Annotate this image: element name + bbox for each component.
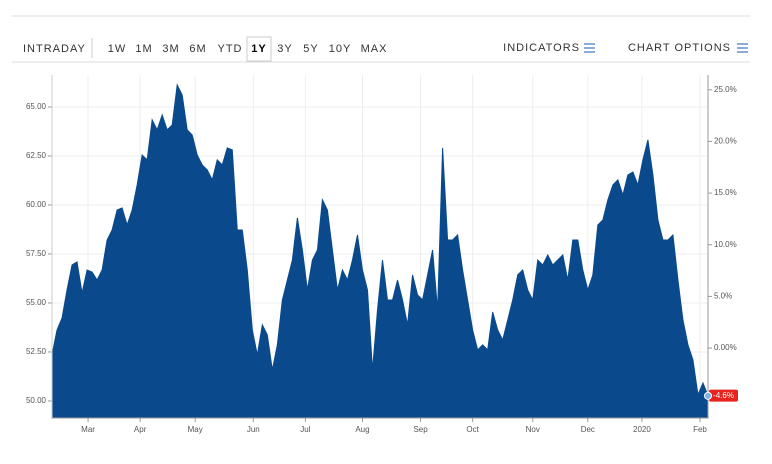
y-tick-label: 60.00 xyxy=(26,200,47,209)
y-tick-label: 62.50 xyxy=(26,151,47,160)
range-button[interactable]: YTD xyxy=(218,43,243,55)
x-tick-label: Aug xyxy=(355,425,369,434)
y2-tick-label: 10.0% xyxy=(714,240,737,249)
x-tick-label: Apr xyxy=(134,425,147,434)
active-range-box xyxy=(246,36,272,62)
y2-tick-label: 25.0% xyxy=(714,85,737,94)
indicators-button[interactable]: INDICATORS xyxy=(503,42,580,54)
y-tick-label: 55.00 xyxy=(26,298,47,307)
x-tick-label: Sep xyxy=(413,425,428,434)
x-tick-label: Feb xyxy=(693,425,707,434)
range-button[interactable]: 10Y xyxy=(329,43,352,55)
price-area xyxy=(51,83,709,419)
x-tick-label: May xyxy=(188,425,203,434)
range-button[interactable]: MAX xyxy=(361,43,388,55)
x-tick-label: Dec xyxy=(581,425,595,434)
range-button[interactable]: 3M xyxy=(162,43,179,55)
chart-options-icon[interactable] xyxy=(737,43,748,53)
x-tick-label: Jul xyxy=(300,425,310,434)
chart-options-button[interactable]: CHART OPTIONS xyxy=(628,42,731,54)
y-tick-label: 57.50 xyxy=(26,249,47,258)
x-tick-label: Jun xyxy=(247,425,260,434)
y2-tick-label: 20.0% xyxy=(714,137,737,146)
y2-tick-label: 15.0% xyxy=(714,188,737,197)
intraday-button[interactable]: INTRADAY xyxy=(23,43,86,55)
last-point xyxy=(704,391,712,400)
change-label: -4.6% xyxy=(713,391,734,400)
range-button[interactable]: 5Y xyxy=(303,43,318,55)
y-tick-label: 50.00 xyxy=(26,396,47,405)
range-button[interactable]: 1W xyxy=(108,43,127,55)
y-tick-label: 65.00 xyxy=(26,102,47,111)
range-button[interactable]: 3Y xyxy=(277,43,292,55)
range-button[interactable]: 6M xyxy=(189,43,206,55)
change-badge xyxy=(709,389,738,402)
y2-tick-label: 5.0% xyxy=(714,292,732,301)
x-tick-label: Oct xyxy=(466,425,479,434)
x-tick-label: Nov xyxy=(526,425,540,434)
x-tick-label: Mar xyxy=(81,425,95,434)
y2-tick-label: 0.00% xyxy=(714,343,737,352)
range-button[interactable]: 1Y xyxy=(251,43,266,55)
range-button[interactable]: 1M xyxy=(135,43,152,55)
y-tick-label: 52.50 xyxy=(26,347,47,356)
x-tick-label: 2020 xyxy=(633,425,651,434)
indicators-icon[interactable] xyxy=(584,43,595,53)
